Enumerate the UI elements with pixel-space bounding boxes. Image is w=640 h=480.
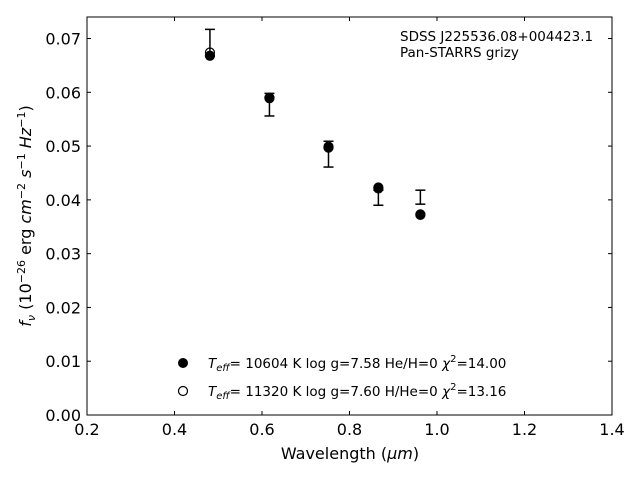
y-tick-label: 0.05: [45, 137, 81, 156]
legend-entry-1: Teff= 10604 K log g=7.58 He/H=0 χ2=14.00: [208, 354, 506, 374]
model-point-filled: [204, 50, 216, 61]
x-tick-label: 1.2: [512, 420, 537, 439]
x-axis: 0.2 0.4 0.6 0.8 1.0 1.2 1.4: [74, 17, 625, 439]
y-tick-label: 0.02: [45, 298, 81, 317]
legend-entry-2: Teff= 11320 K log g=7.60 H/He=0 χ2=13.16: [208, 382, 506, 402]
legend: Teff= 10604 K log g=7.58 He/H=0 χ2=14.00…: [177, 354, 506, 402]
y-axis-label: fν (10−26 erg cm−2 s−1 Hz−1): [15, 105, 38, 326]
survey-name: Pan-STARRS grizy: [400, 45, 519, 61]
y-tick-label: 0.07: [45, 30, 81, 49]
y-tick-label: 0.01: [45, 352, 81, 371]
error-bar: [415, 189, 426, 205]
y-tick-label: 0.00: [45, 406, 81, 425]
y-tick-label: 0.06: [45, 83, 81, 102]
legend-marker-filled: [178, 358, 188, 368]
y-tick-label: 0.04: [45, 191, 81, 210]
x-tick-label: 1.4: [599, 420, 624, 439]
model-point-open: [373, 183, 384, 194]
model-point-open: [204, 47, 216, 58]
y-axis: 0.00 0.01 0.02 0.03 0.04 0.05 0.06 0.07: [45, 30, 612, 425]
x-tick-label: 0.8: [337, 420, 362, 439]
model-point-open: [323, 142, 334, 153]
x-tick-label: 0.4: [162, 420, 187, 439]
x-tick-label: 0.2: [74, 420, 99, 439]
legend-marker-open: [177, 385, 189, 397]
model-point-open: [415, 209, 426, 221]
data-markers: [204, 47, 426, 221]
x-tick-label: 1.0: [424, 420, 449, 439]
y-tick-label: 0.03: [45, 245, 81, 264]
object-name: SDSS J225536.08+004423.1: [400, 29, 593, 45]
x-tick-label: 0.6: [249, 420, 274, 439]
model-point-open: [264, 93, 275, 104]
x-axis-label: Wavelength (μm): [281, 444, 419, 463]
